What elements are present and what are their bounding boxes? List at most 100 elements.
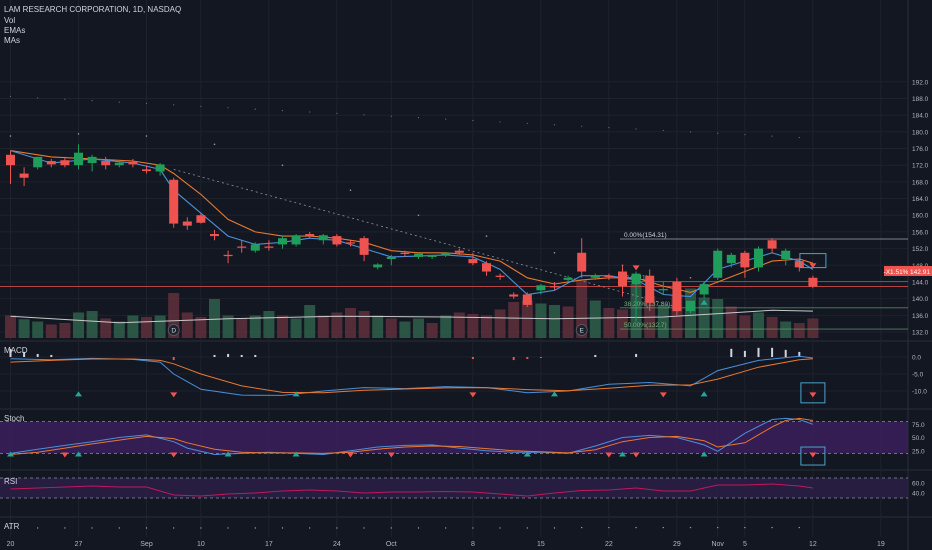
volume-bar[interactable]: [141, 317, 152, 338]
volume-bar[interactable]: [59, 323, 71, 338]
candle-body[interactable]: [155, 164, 165, 172]
stoch-sell-icon[interactable]: [347, 452, 354, 458]
candle-body[interactable]: [114, 162, 124, 166]
candle-body[interactable]: [563, 277, 573, 280]
candle-body[interactable]: [169, 179, 179, 224]
stoch-sell-icon[interactable]: [170, 452, 178, 458]
candle-body[interactable]: [726, 254, 736, 264]
macd-signal-line[interactable]: [10, 358, 813, 394]
candle-body[interactable]: [414, 253, 423, 257]
volume-bar[interactable]: [249, 315, 261, 339]
buy-signal-icon[interactable]: [700, 299, 708, 305]
candle-body[interactable]: [781, 250, 791, 260]
candle-body[interactable]: [400, 252, 410, 255]
rsi-line[interactable]: [10, 483, 813, 497]
candle-body[interactable]: [318, 235, 328, 241]
volume-bar[interactable]: [222, 315, 234, 339]
candle-body[interactable]: [142, 169, 151, 172]
macd-sell-icon[interactable]: [809, 392, 817, 398]
candle-body[interactable]: [794, 261, 804, 268]
volume-bar[interactable]: [753, 312, 764, 339]
volume-bar[interactable]: [698, 297, 710, 339]
volume-bar[interactable]: [73, 312, 84, 339]
volume-bar[interactable]: [712, 299, 724, 338]
stoch-buy-icon[interactable]: [75, 451, 82, 457]
candle-body[interactable]: [658, 289, 668, 291]
candle-body[interactable]: [754, 248, 763, 268]
candle-body[interactable]: [550, 286, 559, 288]
volume-bar[interactable]: [535, 303, 547, 339]
candle-body[interactable]: [536, 285, 546, 291]
volume-bar[interactable]: [18, 319, 30, 338]
volume-bar[interactable]: [807, 318, 819, 339]
candle-body[interactable]: [618, 271, 627, 287]
macd-buy-icon[interactable]: [292, 391, 300, 397]
candle-body[interactable]: [101, 161, 111, 166]
stoch-sell-icon[interactable]: [61, 452, 69, 458]
volume-bar[interactable]: [453, 312, 465, 339]
candle-body[interactable]: [223, 254, 233, 257]
candle-body[interactable]: [305, 234, 315, 237]
macd-highlight-box[interactable]: [800, 382, 826, 404]
stoch-sell-icon[interactable]: [605, 452, 613, 458]
stoch-sell-icon[interactable]: [632, 452, 640, 458]
candle-body[interactable]: [672, 281, 682, 312]
stoch-buy-icon[interactable]: [292, 451, 300, 457]
volume-bar[interactable]: [236, 318, 248, 339]
candle-body[interactable]: [740, 252, 750, 268]
volume-bar[interactable]: [467, 314, 479, 338]
candle-body[interactable]: [713, 250, 723, 278]
candle-body[interactable]: [699, 284, 709, 295]
candle-body[interactable]: [237, 246, 247, 248]
event-marker-icon[interactable]: [575, 324, 588, 336]
volume-bar[interactable]: [766, 317, 778, 338]
signal-highlight-box[interactable]: [799, 253, 827, 269]
candle-body[interactable]: [291, 235, 301, 245]
volume-bar[interactable]: [413, 318, 424, 339]
candle-body[interactable]: [128, 161, 138, 165]
volume-bar[interactable]: [603, 308, 615, 338]
stoch-buy-icon[interactable]: [7, 451, 14, 457]
study-mas-label[interactable]: MAs: [4, 36, 20, 45]
sell-signal-icon[interactable]: [632, 265, 640, 271]
volume-bar[interactable]: [589, 300, 601, 339]
candle-body[interactable]: [441, 252, 451, 255]
volume-bar[interactable]: [685, 288, 696, 339]
candle-body[interactable]: [427, 254, 437, 257]
stoch-sell-icon[interactable]: [387, 452, 395, 458]
candle-body[interactable]: [359, 238, 369, 255]
volume-bar[interactable]: [358, 311, 370, 338]
volume-bar[interactable]: [549, 305, 560, 338]
volume-bar[interactable]: [277, 315, 288, 339]
volume-bar[interactable]: [521, 300, 533, 339]
candle-body[interactable]: [686, 300, 695, 312]
volume-bar[interactable]: [508, 302, 520, 338]
candle-body[interactable]: [767, 240, 777, 249]
volume-bar[interactable]: [317, 315, 329, 339]
volume-bar[interactable]: [45, 324, 57, 339]
stoch-buy-icon[interactable]: [523, 451, 531, 457]
volume-bar[interactable]: [657, 305, 669, 338]
volume-bar[interactable]: [793, 323, 805, 338]
candle-body[interactable]: [278, 238, 287, 245]
volume-bar[interactable]: [290, 318, 302, 339]
candle-body[interactable]: [60, 160, 70, 166]
candle-body[interactable]: [386, 256, 396, 260]
candle-body[interactable]: [346, 242, 355, 244]
candle-body[interactable]: [6, 154, 15, 166]
volume-bar[interactable]: [127, 315, 139, 339]
candle-body[interactable]: [468, 259, 478, 264]
macd-buy-icon[interactable]: [551, 391, 558, 397]
volume-bar[interactable]: [399, 321, 411, 339]
candle-body[interactable]: [590, 275, 600, 278]
macd-sell-icon[interactable]: [469, 392, 477, 398]
candle-body[interactable]: [264, 246, 274, 248]
ema-slow-line[interactable]: [10, 150, 814, 293]
volume-bar[interactable]: [304, 305, 316, 338]
macd-buy-icon[interactable]: [700, 391, 708, 397]
volume-bar[interactable]: [385, 318, 397, 339]
volume-bar[interactable]: [5, 315, 16, 339]
candle-body[interactable]: [210, 234, 219, 237]
macd-sell-icon[interactable]: [170, 392, 178, 398]
